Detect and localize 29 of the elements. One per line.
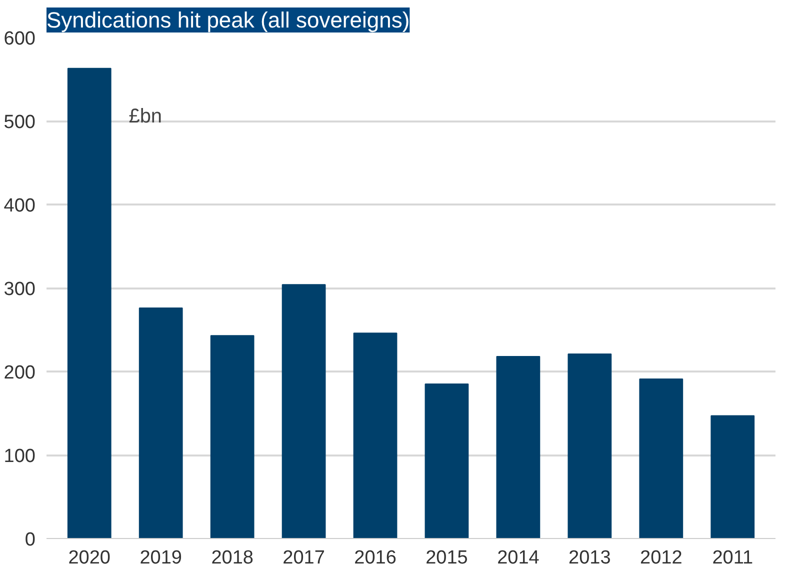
bar [210, 335, 254, 538]
x-tick-label: 2016 [354, 548, 396, 568]
x-tick-label: 2012 [640, 548, 682, 568]
bar [138, 308, 183, 538]
x-tick-label: 2014 [497, 548, 540, 568]
bar [496, 356, 540, 538]
y-tick-label: 0 [24, 530, 36, 550]
bar [424, 384, 469, 538]
x-tick-label: 2015 [426, 548, 468, 568]
x-tick-label: 2020 [68, 548, 111, 568]
chart-title: Syndications hit peak (all sovereigns) [46, 8, 410, 32]
y-tick-label: 600 [4, 28, 36, 50]
x-tick-label: 2018 [211, 548, 254, 568]
bar [710, 415, 755, 538]
y-tick-label: 100 [4, 446, 36, 467]
y-tick-label: 200 [4, 362, 36, 384]
annotation: £bn [128, 106, 162, 128]
x-tick-label: 2013 [568, 548, 611, 568]
bar [353, 332, 398, 538]
y-tick-label: 400 [4, 196, 36, 216]
y-tick-label: 500 [4, 112, 36, 133]
bar [282, 284, 326, 538]
x-tick-label: 2017 [282, 548, 325, 568]
x-tick-label: 2019 [140, 548, 182, 568]
y-tick-label: 300 [4, 279, 36, 300]
bar [639, 378, 684, 538]
bar [67, 68, 112, 538]
bar [568, 353, 612, 538]
x-tick-label: 2011 [712, 548, 754, 568]
